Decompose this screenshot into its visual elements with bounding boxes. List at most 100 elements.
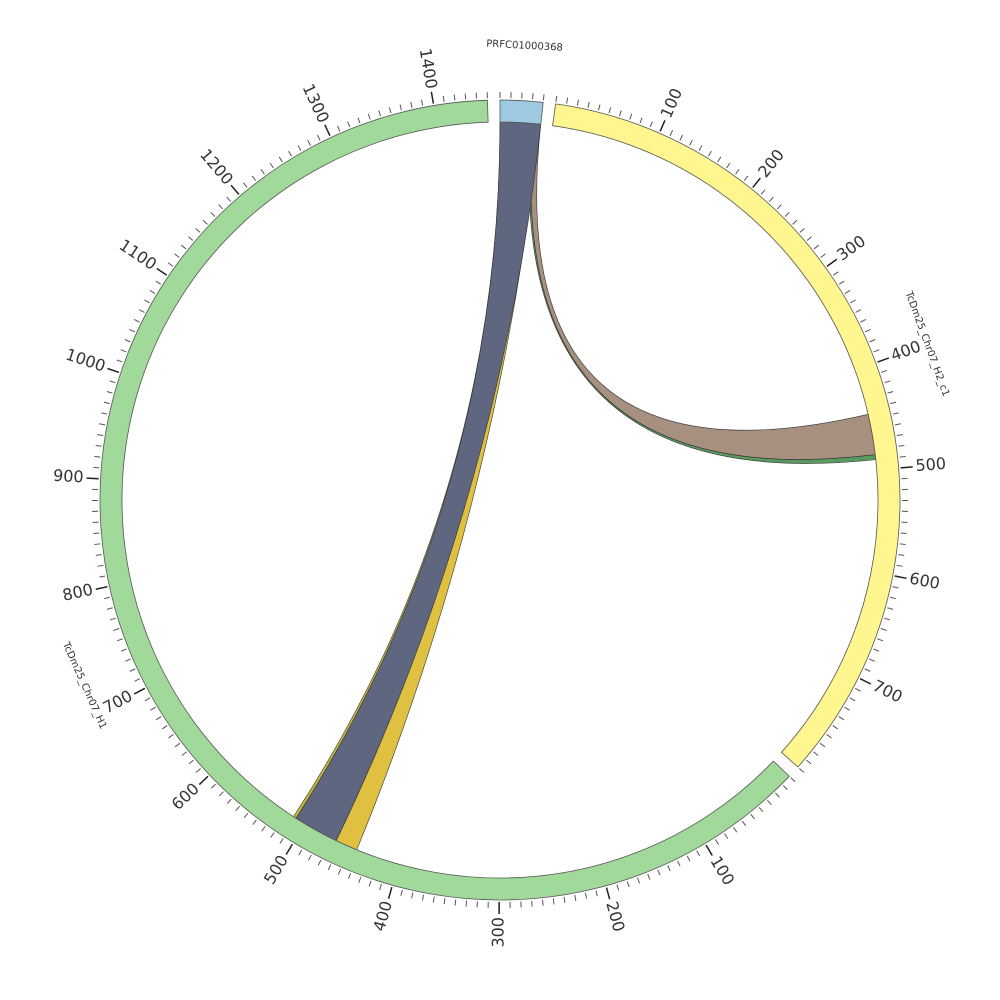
tick-label: 1000 bbox=[63, 345, 108, 376]
minor-tick bbox=[443, 898, 446, 905]
minor-tick bbox=[899, 543, 906, 545]
minor-tick bbox=[894, 423, 901, 426]
minor-tick bbox=[226, 798, 232, 804]
minor-tick bbox=[806, 759, 812, 765]
minor-tick bbox=[698, 145, 703, 151]
minor-tick bbox=[820, 253, 826, 258]
minor-tick bbox=[113, 628, 120, 631]
minor-tick bbox=[278, 156, 283, 163]
minor-tick bbox=[129, 668, 136, 672]
minor-tick bbox=[616, 884, 620, 891]
minor-tick bbox=[896, 434, 903, 437]
minor-tick bbox=[595, 890, 598, 897]
major-tick bbox=[86, 477, 99, 480]
minor-tick bbox=[819, 742, 826, 748]
major-tick bbox=[133, 687, 146, 695]
minor-tick bbox=[432, 896, 435, 903]
minor-tick bbox=[566, 97, 569, 104]
minor-tick bbox=[832, 271, 839, 276]
minor-tick bbox=[103, 401, 110, 405]
major-tick bbox=[605, 887, 611, 900]
minor-tick bbox=[884, 617, 891, 621]
minor-tick bbox=[269, 162, 274, 169]
minor-tick bbox=[388, 107, 392, 114]
minor-tick bbox=[308, 854, 312, 861]
minor-tick bbox=[732, 827, 738, 833]
minor-tick bbox=[399, 104, 402, 111]
major-tick bbox=[659, 119, 666, 132]
minor-tick bbox=[832, 725, 839, 730]
tick-label: 300 bbox=[833, 231, 869, 264]
minor-tick bbox=[714, 839, 719, 845]
minor-tick bbox=[892, 586, 899, 589]
minor-tick bbox=[133, 319, 140, 323]
minor-tick bbox=[144, 697, 151, 702]
tick-label: 500 bbox=[915, 454, 947, 475]
minor-tick bbox=[555, 95, 558, 102]
major-tick bbox=[826, 258, 838, 267]
minor-tick bbox=[760, 189, 766, 195]
minor-tick bbox=[618, 110, 622, 117]
minor-tick bbox=[877, 638, 884, 642]
minor-tick bbox=[542, 94, 545, 101]
minor-tick bbox=[629, 113, 633, 120]
minor-tick bbox=[598, 104, 601, 111]
minor-tick bbox=[337, 868, 342, 875]
minor-tick bbox=[792, 219, 798, 225]
minor-tick bbox=[576, 99, 579, 106]
minor-tick bbox=[826, 734, 832, 739]
minor-tick bbox=[336, 125, 341, 132]
minor-tick bbox=[368, 880, 372, 887]
minor-tick bbox=[347, 873, 352, 879]
minor-tick bbox=[218, 791, 224, 797]
segment-label: PRFC01000368 bbox=[486, 39, 563, 54]
minor-tick bbox=[686, 855, 691, 862]
major-tick bbox=[894, 575, 907, 580]
minor-tick bbox=[889, 596, 897, 600]
minor-tick bbox=[97, 434, 104, 437]
tick-label: 500 bbox=[260, 852, 292, 888]
minor-tick bbox=[410, 101, 413, 108]
minor-tick bbox=[838, 716, 845, 721]
minor-tick bbox=[679, 134, 683, 141]
minor-tick bbox=[174, 253, 180, 258]
minor-tick bbox=[844, 706, 850, 711]
minor-tick bbox=[637, 877, 641, 884]
minor-tick bbox=[854, 687, 861, 692]
minor-tick bbox=[367, 113, 371, 120]
minor-tick bbox=[799, 767, 805, 773]
minor-tick bbox=[864, 668, 871, 672]
minor-tick bbox=[784, 211, 790, 217]
minor-tick bbox=[541, 899, 544, 906]
minor-tick bbox=[741, 820, 747, 826]
minor-tick bbox=[453, 94, 456, 101]
minor-tick bbox=[584, 892, 588, 899]
tick-label: 700 bbox=[100, 686, 136, 717]
minor-tick bbox=[378, 110, 382, 117]
minor-tick bbox=[838, 280, 845, 285]
major-tick bbox=[198, 775, 209, 786]
tick-label: 600 bbox=[168, 779, 203, 814]
minor-tick bbox=[181, 751, 187, 756]
minor-tick bbox=[155, 280, 162, 285]
minor-tick bbox=[103, 596, 111, 600]
minor-tick bbox=[174, 742, 181, 748]
minor-tick bbox=[95, 554, 102, 556]
minor-tick bbox=[667, 865, 671, 872]
minor-tick bbox=[261, 825, 266, 832]
tick-label: 1200 bbox=[196, 145, 237, 188]
minor-tick bbox=[235, 805, 240, 812]
minor-tick bbox=[869, 339, 876, 343]
minor-tick bbox=[758, 807, 764, 813]
major-tick bbox=[285, 843, 294, 855]
minor-tick bbox=[782, 784, 788, 790]
minor-tick bbox=[188, 759, 194, 765]
minor-tick bbox=[116, 359, 123, 363]
link-ribbon bbox=[295, 121, 542, 842]
major-tick bbox=[900, 466, 913, 469]
minor-tick bbox=[649, 121, 653, 128]
minor-tick bbox=[890, 401, 897, 405]
minor-tick bbox=[881, 369, 888, 373]
minor-tick bbox=[106, 607, 113, 610]
